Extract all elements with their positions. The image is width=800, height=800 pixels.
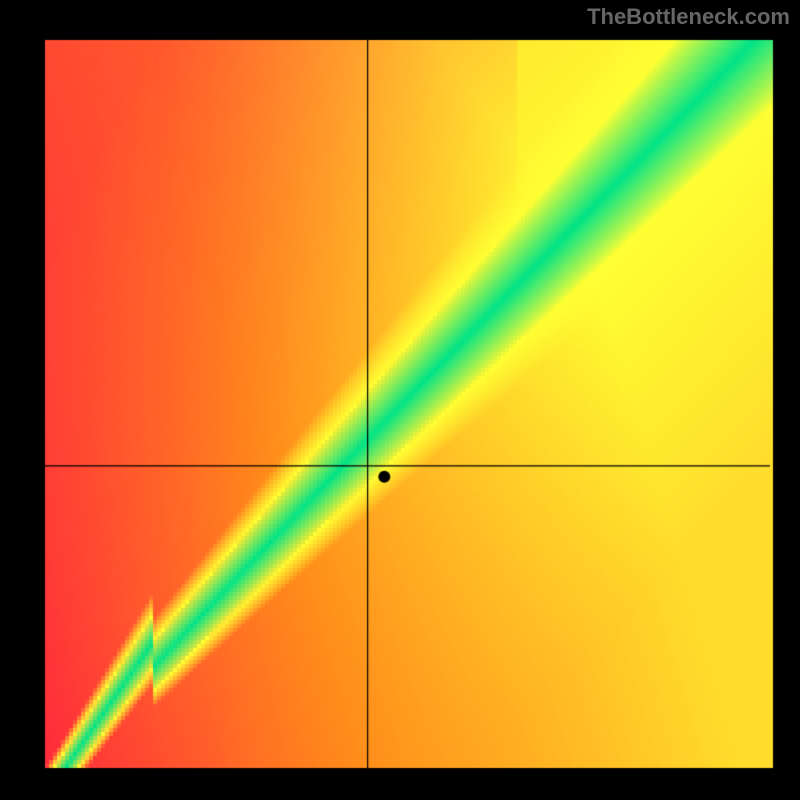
chart-container: TheBottleneck.com bbox=[0, 0, 800, 800]
heatmap-canvas bbox=[0, 0, 800, 800]
watermark-text: TheBottleneck.com bbox=[587, 4, 790, 30]
